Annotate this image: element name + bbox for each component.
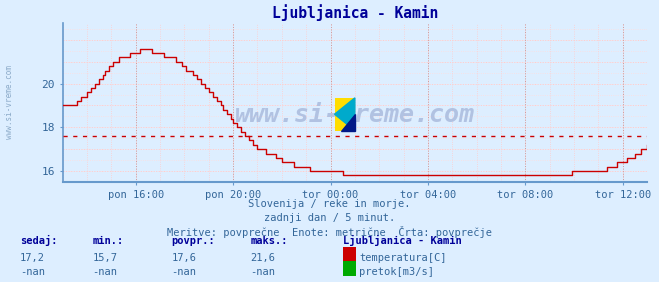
Text: min.:: min.: <box>92 236 123 246</box>
Text: www.si-vreme.com: www.si-vreme.com <box>5 65 14 138</box>
Text: Ljubljanica - Kamin: Ljubljanica - Kamin <box>343 235 461 246</box>
Polygon shape <box>335 98 355 131</box>
Text: 17,6: 17,6 <box>171 253 196 263</box>
Text: -nan: -nan <box>171 267 196 277</box>
Text: pretok[m3/s]: pretok[m3/s] <box>359 267 434 277</box>
Text: 17,2: 17,2 <box>20 253 45 263</box>
Text: 15,7: 15,7 <box>92 253 117 263</box>
Polygon shape <box>341 114 355 131</box>
Text: -nan: -nan <box>20 267 45 277</box>
Text: -nan: -nan <box>92 267 117 277</box>
Title: Ljubljanica - Kamin: Ljubljanica - Kamin <box>272 5 438 21</box>
Text: Meritve: povprečne  Enote: metrične  Črta: povprečje: Meritve: povprečne Enote: metrične Črta:… <box>167 226 492 238</box>
Text: temperatura[C]: temperatura[C] <box>359 253 447 263</box>
Text: 21,6: 21,6 <box>250 253 275 263</box>
Text: Slovenija / reke in morje.: Slovenija / reke in morje. <box>248 199 411 209</box>
Text: zadnji dan / 5 minut.: zadnji dan / 5 minut. <box>264 213 395 223</box>
Text: sedaj:: sedaj: <box>20 235 57 246</box>
Text: povpr.:: povpr.: <box>171 236 215 246</box>
Text: -nan: -nan <box>250 267 275 277</box>
Bar <box>335 98 355 131</box>
Text: maks.:: maks.: <box>250 236 288 246</box>
Text: www.si-vreme.com: www.si-vreme.com <box>235 103 475 127</box>
